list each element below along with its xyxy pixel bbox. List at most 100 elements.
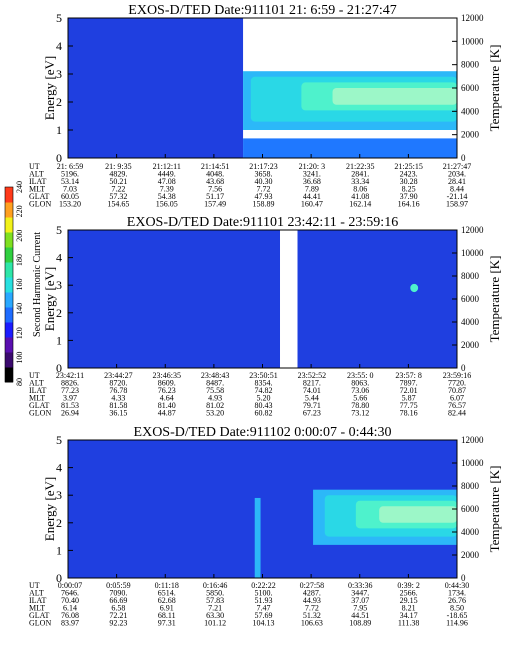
ephemeris-table: UT 23:42:11 23:44:27 23:46:35 23:48:43 23:50:…: [29, 371, 471, 418]
ephemeris-value: 8217.: [303, 379, 321, 388]
ephemeris-value: 34.17: [400, 611, 418, 620]
colorbar-tick-label: 200: [15, 230, 24, 242]
temperature-tick-label: 12000: [461, 435, 484, 445]
temperature-tick-label: 10000: [461, 458, 484, 468]
ephemeris-value: 57.32: [109, 192, 127, 201]
ephemeris-value: 53.14: [61, 177, 79, 186]
colorbar-segment: [5, 352, 13, 368]
ephemeris-value: 111.38: [398, 619, 419, 628]
ephemeris-value: 158.97: [446, 200, 468, 209]
ephemeris-value: 160.47: [301, 200, 323, 209]
ephemeris-value: 21:17:23: [249, 162, 277, 171]
colorbar-segment: [5, 187, 13, 203]
energy-tick-label: 1: [56, 123, 62, 137]
temperature-tick-label: 6000: [461, 294, 480, 304]
colorbar-segment: [5, 337, 13, 353]
spectrogram-panels: EXOS-D/TED Date:911101 21: 6:59 - 21:27:…: [29, 3, 502, 628]
colorbar: 80 100 120 140 160 180 200 220 240 Second Harmoni…: [4, 181, 43, 386]
ephemeris-value: 57.69: [255, 611, 273, 620]
ephemeris-value: 60.05: [61, 192, 79, 201]
colorbar-label: Second Harmonic Current: [32, 232, 43, 337]
panel-3: EXOS-D/TED Date:911102 0:00:07 - 0:44:30…: [29, 425, 502, 628]
ephemeris-value: 23:52:52: [298, 371, 326, 380]
ephemeris-value: 28.41: [448, 177, 466, 186]
temperature-tick-label: 0: [461, 573, 466, 583]
ephemeris-value: 26.94: [61, 409, 79, 418]
ephemeris-value: 1734.: [448, 589, 466, 598]
ephemeris-value: 21:27:47: [443, 162, 471, 171]
ephemeris-value: 0:39: 2: [397, 581, 419, 590]
panel-1: EXOS-D/TED Date:911101 21: 6:59 - 21:27:…: [29, 3, 502, 209]
ephemeris-value: 47.93: [255, 192, 273, 201]
ephemeris-value: 37.07: [351, 596, 369, 605]
colorbar-segment: [5, 292, 13, 308]
temperature-tick-label: 0: [461, 153, 466, 163]
ephemeris-value: 29.15: [400, 596, 418, 605]
ephemeris-value: 0:27:58: [300, 581, 324, 590]
ephemeris-value: 82.44: [448, 409, 466, 418]
ephemeris-value: 23:44:27: [104, 371, 132, 380]
ephemeris-value: 8826.: [61, 379, 79, 388]
ephemeris-value: 75.58: [206, 386, 224, 395]
ephemeris-value: 157.49: [204, 200, 226, 209]
ephemeris-row-name: GLON: [29, 619, 51, 628]
ephemeris-value: 7.22: [111, 185, 125, 194]
ephemeris-value: 80.43: [255, 401, 273, 410]
colorbar-tick-label: 80: [15, 378, 24, 386]
ephemeris-value: 0:22:22: [251, 581, 275, 590]
ephemeris-value: 63.30: [206, 611, 224, 620]
ephemeris-value: 66.69: [109, 596, 127, 605]
heatmap-region-5: [243, 138, 457, 158]
ephemeris-value: 7.72: [305, 604, 319, 613]
ephemeris-value: 7.95: [353, 604, 367, 613]
ephemeris-value: 6.14: [63, 604, 77, 613]
ephemeris-value: 0:44:30: [445, 581, 469, 590]
energy-tick-label: 1: [56, 333, 62, 347]
ephemeris-value: 81.02: [206, 401, 224, 410]
ephemeris-value: 154.65: [107, 200, 129, 209]
ephemeris-table: UT 21: 6:59 21: 9:35 21:12:11 21:14:51 21:17:…: [29, 162, 471, 209]
ephemeris-value: 2034.: [448, 170, 466, 179]
temperature-axis-label: Temperature [K]: [487, 45, 502, 132]
temperature-tick-label: 6000: [461, 504, 480, 514]
ephemeris-value: 2423.: [400, 170, 418, 179]
ephemeris-row-name: ILAT: [29, 177, 46, 186]
ephemeris-value: 53.20: [206, 409, 224, 418]
ephemeris-value: 62.68: [158, 596, 176, 605]
heatmap-regions: [68, 18, 457, 158]
ephemeris-value: 23:59:16: [443, 371, 471, 380]
temperature-tick-label: 4000: [461, 317, 480, 327]
ephemeris-row-name: UT: [29, 581, 40, 590]
ephemeris-row-name: ALT: [29, 589, 44, 598]
ephemeris-value: 79.71: [303, 401, 321, 410]
energy-tick-label: 3: [56, 488, 62, 502]
energy-tick-label: 4: [56, 461, 62, 475]
colorbar-tick-label: 160: [15, 279, 24, 291]
colorbar-tick-label: 220: [15, 205, 24, 217]
heatmap-regions: [68, 440, 457, 578]
ephemeris-value: 8609.: [158, 379, 176, 388]
ephemeris-value: 8487.: [206, 379, 224, 388]
temperature-axis-label: Temperature [K]: [487, 466, 502, 553]
panel-2: EXOS-D/TED Date:911101 23:42:11 - 23:59:…: [29, 215, 502, 418]
ephemeris-value: 158.89: [253, 200, 275, 209]
ephemeris-row-name: GLAT: [29, 401, 50, 410]
ephemeris-value: 8063.: [351, 379, 369, 388]
ephemeris-value: 0:11:18: [155, 581, 179, 590]
colorbar-segment: [5, 232, 13, 248]
ephemeris-value: 164.16: [398, 200, 420, 209]
temperature-tick-label: 10000: [461, 248, 484, 258]
colorbar-tick-label: 140: [15, 303, 24, 315]
energy-tick-label: 4: [56, 251, 62, 265]
ephemeris-value: 8.25: [402, 185, 416, 194]
ephemeris-value: 81.58: [109, 401, 127, 410]
ephemeris-value: 3658.: [255, 170, 273, 179]
ephemeris-value: 106.63: [301, 619, 323, 628]
ephemeris-value: 7.72: [257, 185, 271, 194]
ephemeris-value: 7.03: [63, 185, 77, 194]
ephemeris-row-name: MLT: [29, 185, 45, 194]
ephemeris-value: 156.05: [156, 200, 178, 209]
colorbar-segment: [5, 322, 13, 338]
ephemeris-value: 51.32: [303, 611, 321, 620]
temperature-tick-label: 2000: [461, 550, 480, 560]
